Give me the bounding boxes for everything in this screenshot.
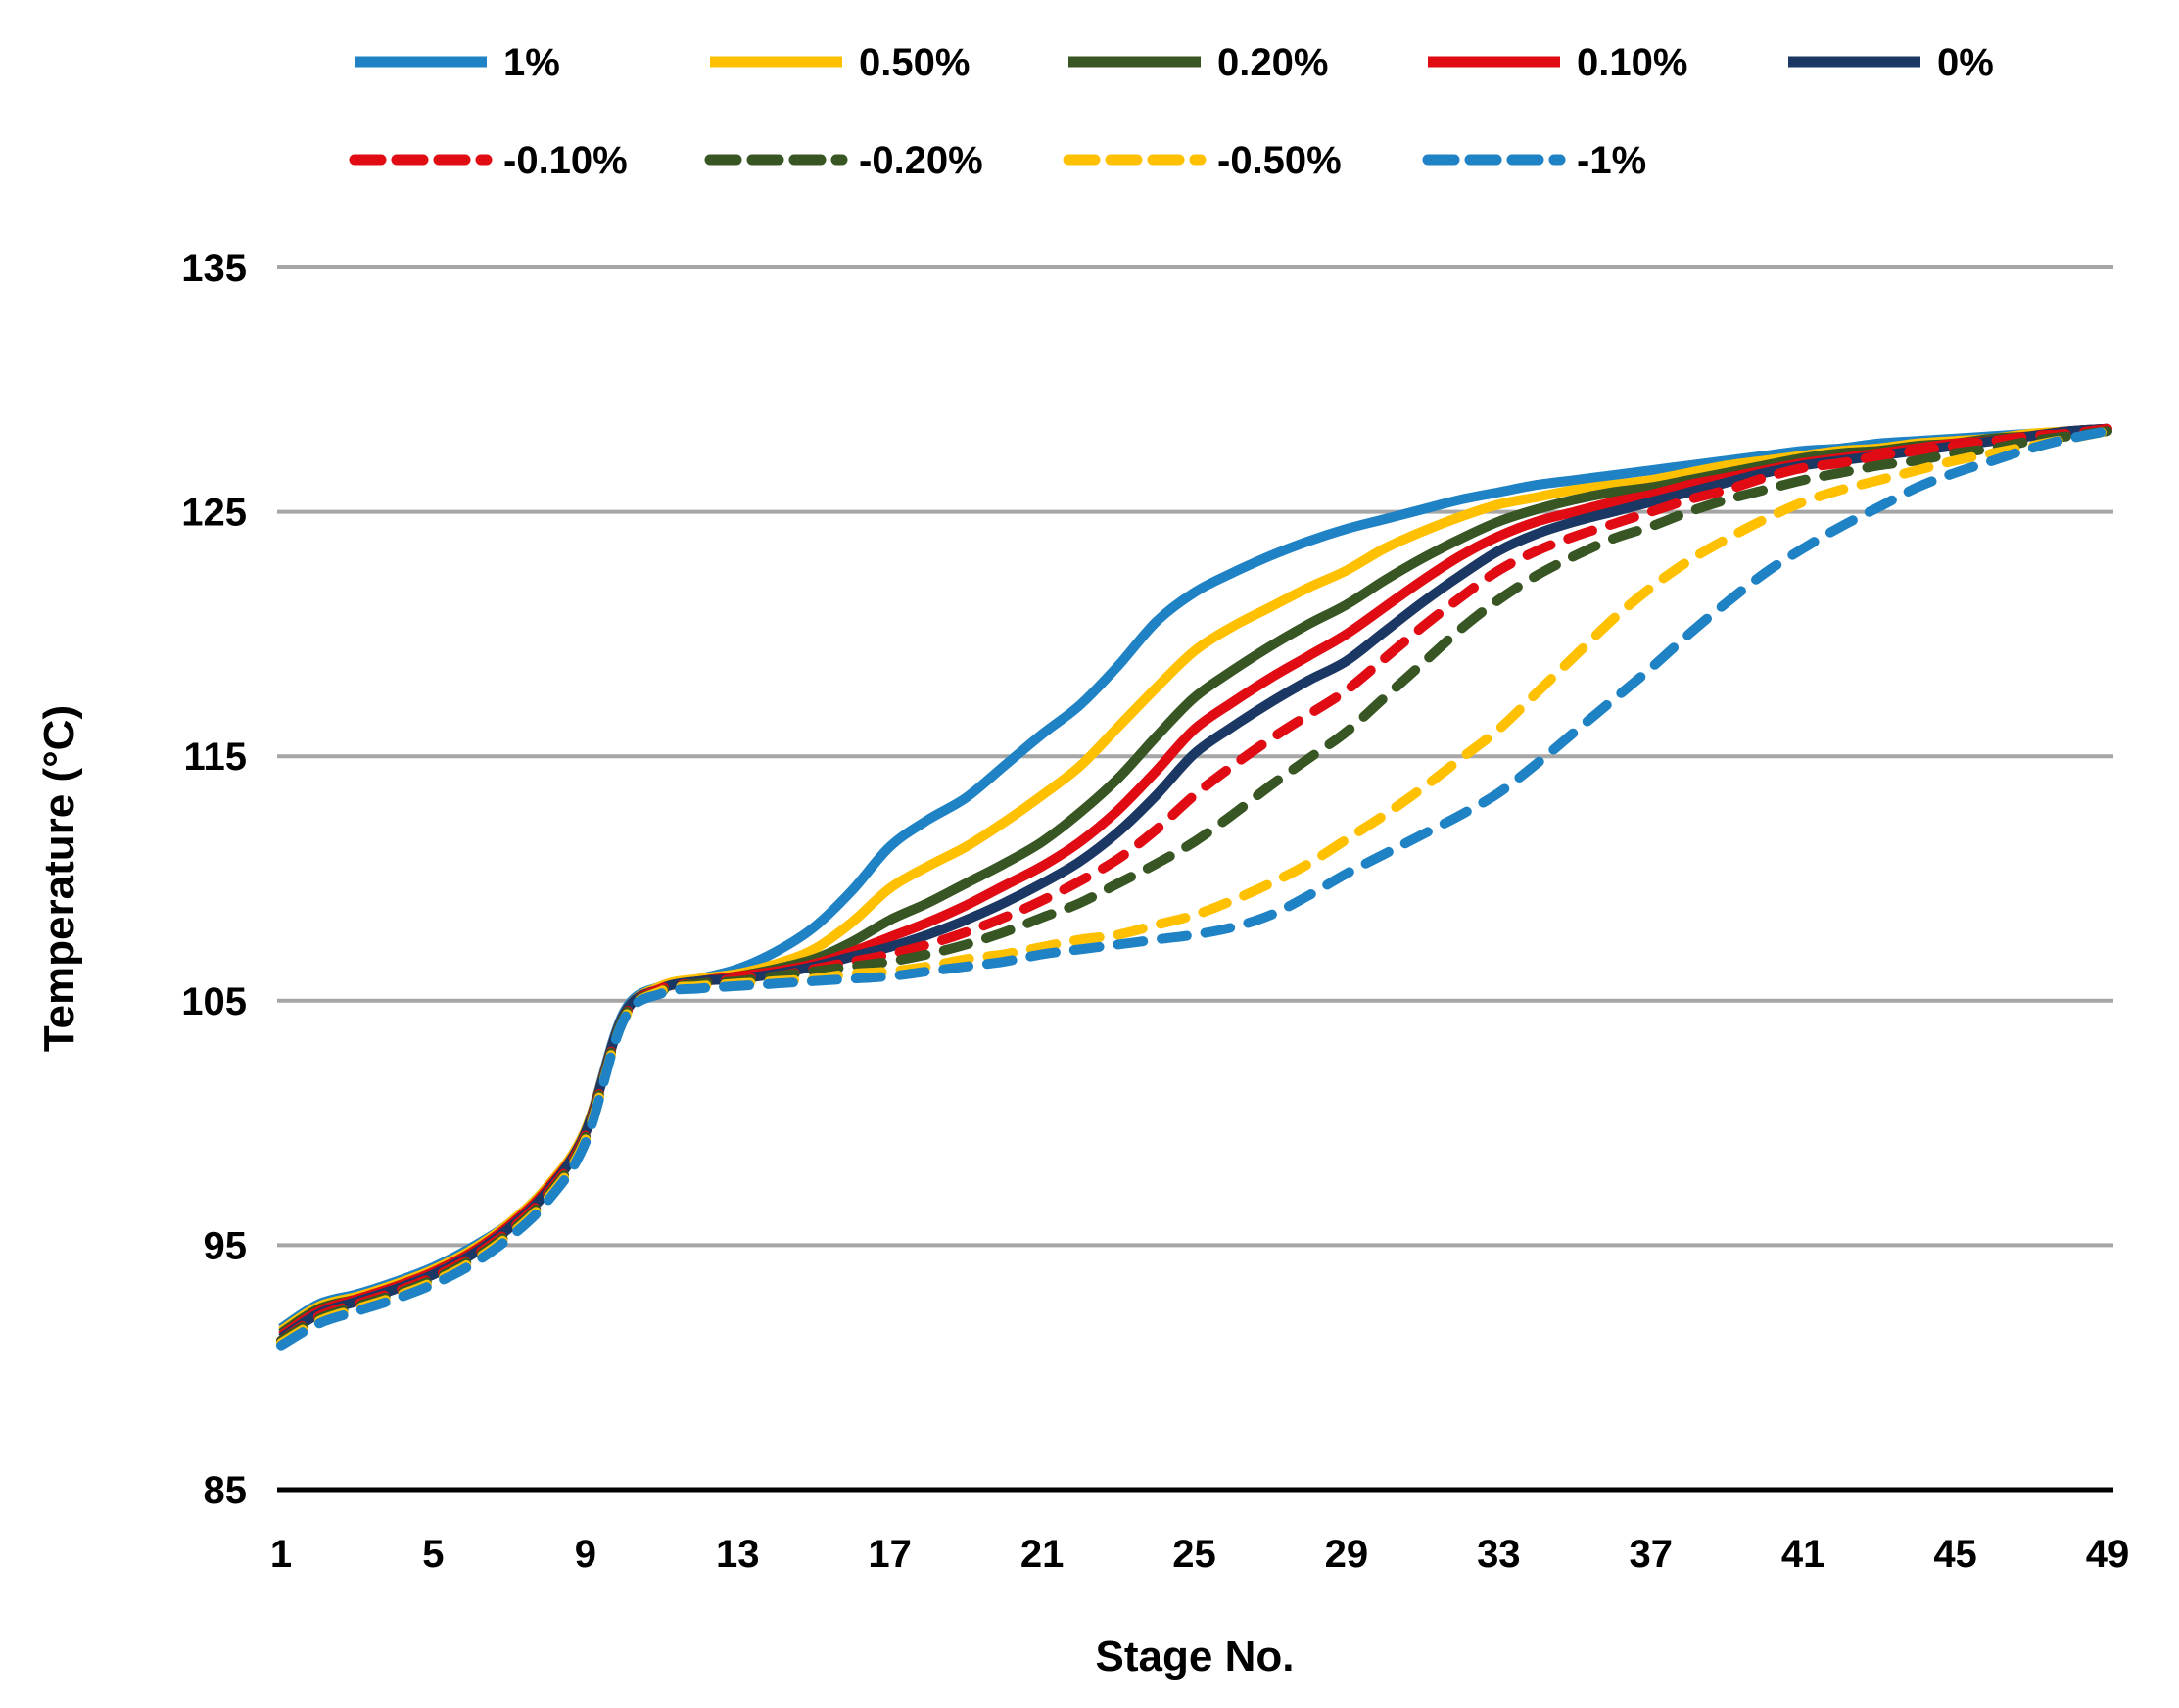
gridlines <box>277 265 2113 1493</box>
x-tick-label-41: 41 <box>1781 1533 1825 1576</box>
series-line-minus-0.20pct <box>276 426 2112 1346</box>
y-tick-label-105: 105 <box>181 980 247 1023</box>
y-tick-label-85: 85 <box>204 1469 248 1512</box>
series-line-0.10pct <box>278 423 2108 1340</box>
legend-label: 0.10% <box>1577 41 1687 84</box>
x-tick-label-9: 9 <box>575 1533 596 1576</box>
legend-label: -0.10% <box>503 139 628 182</box>
legend-item-minus-0.20pct: -0.20% <box>704 139 983 182</box>
y-tick-label-115: 115 <box>183 735 247 779</box>
series-line-minus-1pct <box>276 426 2112 1351</box>
x-tick-label-13: 13 <box>716 1533 760 1576</box>
y-tick-label-135: 135 <box>181 247 247 290</box>
legend-label: -1% <box>1577 139 1646 182</box>
series-line-minus-0.10pct <box>276 423 2112 1346</box>
y-tick-label-125: 125 <box>181 492 247 535</box>
legend-label: 0% <box>1937 41 1994 84</box>
x-tick-label-21: 21 <box>1020 1533 1065 1576</box>
legend-label: 1% <box>503 41 560 84</box>
legend-label: -0.50% <box>1217 139 1342 182</box>
y-tick-label-95: 95 <box>204 1224 248 1267</box>
x-tick-label-29: 29 <box>1325 1533 1369 1576</box>
legend-item-0pct: 0% <box>1788 41 1994 84</box>
series-line-minus-0.50pct <box>276 426 2112 1349</box>
x-tick-label-45: 45 <box>1933 1533 1977 1576</box>
series-lines <box>276 423 2112 1351</box>
legend-item-minus-0.10pct: -0.10% <box>349 139 628 182</box>
legend-item-0.10pct: 0.10% <box>1428 41 1687 84</box>
x-tick-label-5: 5 <box>422 1533 444 1576</box>
x-tick-label-33: 33 <box>1477 1533 1521 1576</box>
x-tick-label-17: 17 <box>868 1533 912 1576</box>
x-tick-label-1: 1 <box>270 1533 292 1576</box>
legend-item-1pct: 1% <box>355 41 560 84</box>
legend-label: 0.50% <box>859 41 970 84</box>
tick-labels: 85 95 105 115 125 135 1 5 9 13 17 21 25 29 33 37 41 45 49 <box>181 247 2129 1576</box>
legend-item-0.50pct: 0.50% <box>710 41 970 84</box>
legend-item-0.20pct: 0.20% <box>1068 41 1328 84</box>
x-axis-title: Stage No. <box>1096 1633 1295 1681</box>
x-tick-label-25: 25 <box>1172 1533 1216 1576</box>
series-line-0pct <box>278 423 2108 1343</box>
x-tick-label-37: 37 <box>1629 1533 1673 1576</box>
y-axis-title: Temperature (°C) <box>35 705 83 1052</box>
legend: 1% 0.50% 0.20% 0.10% 0% -0.10% -0.20% -0.50% -1% <box>349 41 1994 182</box>
x-tick-label-49: 49 <box>2086 1533 2130 1576</box>
legend-item-minus-0.50pct: -0.50% <box>1063 139 1342 182</box>
legend-label: -0.20% <box>859 139 983 182</box>
legend-item-minus-1pct: -1% <box>1422 139 1646 182</box>
legend-label: 0.20% <box>1217 41 1328 84</box>
